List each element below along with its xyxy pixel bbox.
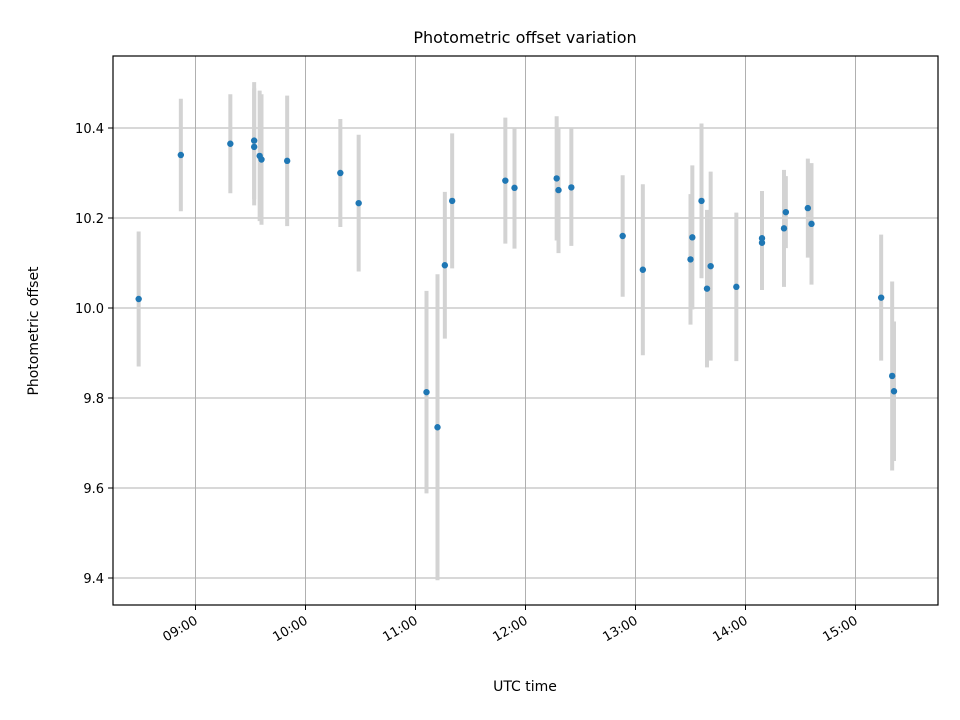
data-point: [227, 140, 234, 147]
data-point: [553, 175, 560, 182]
data-point: [687, 256, 694, 263]
y-axis-ticks: 9.4 9.6 9.8 10.0 10.2 10.4: [75, 122, 113, 587]
data-point: [707, 262, 714, 270]
y-tick-label: 9.8: [83, 392, 104, 407]
error-bars: [136, 82, 896, 581]
data-point: [758, 235, 766, 242]
data-point: [639, 266, 647, 273]
data-point: [703, 285, 711, 292]
data-point: [434, 424, 441, 431]
data-point: [689, 234, 696, 241]
data-point: [782, 208, 790, 216]
data-point: [258, 156, 265, 163]
y-tick-label: 9.6: [83, 482, 104, 497]
x-tick-label: 09:00: [161, 613, 201, 645]
data-point: [619, 232, 626, 240]
chart-title: Photometric offset variation: [413, 28, 636, 47]
data-point: [888, 372, 896, 380]
x-axis-ticks: 09:00 10:00 11:00 12:00 13:00 14:00 15:00: [161, 605, 861, 645]
data-point: [177, 151, 185, 159]
x-tick-label: 10:00: [271, 613, 311, 645]
data-point: [502, 177, 509, 184]
data-point: [808, 220, 815, 228]
data-point: [890, 388, 898, 395]
x-tick-label: 15:00: [821, 613, 861, 645]
data-point: [250, 143, 258, 151]
data-points: [135, 137, 898, 431]
data-point: [423, 388, 430, 396]
data-point: [441, 262, 449, 269]
data-point: [568, 184, 575, 191]
data-point: [877, 294, 885, 301]
y-tick-label: 9.4: [83, 572, 104, 587]
y-axis-label: Photometric offset: [26, 266, 42, 396]
data-point: [511, 184, 518, 192]
data-point: [448, 197, 456, 205]
data-point: [804, 204, 812, 212]
x-tick-label: 14:00: [711, 613, 751, 645]
data-point: [698, 197, 705, 205]
data-point: [780, 225, 788, 232]
y-tick-label: 10.2: [75, 212, 104, 227]
x-tick-label: 11:00: [381, 613, 421, 645]
data-point: [283, 157, 291, 165]
data-point: [355, 199, 362, 207]
data-point: [733, 283, 740, 291]
data-point: [555, 186, 562, 194]
data-point: [337, 169, 344, 177]
x-tick-label: 12:00: [491, 613, 531, 645]
x-tick-label: 13:00: [601, 613, 641, 645]
data-point: [758, 239, 766, 246]
y-tick-label: 10.4: [75, 122, 104, 137]
y-tick-label: 10.0: [75, 302, 104, 317]
grid-lines: [113, 56, 938, 605]
data-point: [135, 295, 142, 303]
x-axis-label: UTC time: [493, 679, 557, 695]
data-point: [250, 137, 258, 144]
